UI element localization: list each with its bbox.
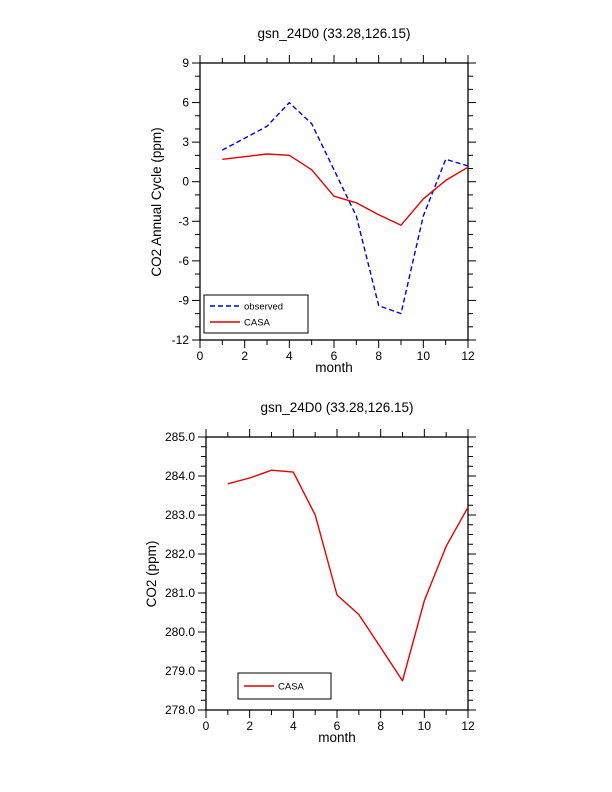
y-tick-label: -9 (178, 293, 189, 307)
y-tick-label: -12 (172, 333, 190, 347)
chart-2: 0 2 4 6 8 10 12 278.0 279.0 280.0 281.0 282.0 283.0 2… (165, 429, 476, 733)
x-tick-label: 12 (461, 719, 475, 733)
plot-frame (205, 436, 469, 711)
x-tick-label: 0 (203, 719, 210, 733)
y-tick-label: 283.0 (165, 508, 195, 522)
y-tick-label: -3 (178, 214, 189, 228)
x-tick-label: 2 (246, 719, 253, 733)
legend-label: CASA (244, 318, 271, 329)
chart1-x-axis-label: month (315, 360, 353, 375)
x-tick-label: 2 (241, 349, 248, 363)
x-tick-label: 8 (377, 719, 384, 733)
x-tick-label: 8 (375, 349, 382, 363)
y-tick-label: 280.0 (165, 625, 195, 639)
x-tick-label: 6 (331, 349, 338, 363)
y-tick-label: -6 (178, 254, 189, 268)
chart1-title: gsn_24D0 (33.28,126.15) (257, 26, 411, 41)
series-line-observed (221, 101, 469, 315)
legend-box (203, 294, 309, 334)
y-tick-label: 282.0 (165, 547, 195, 561)
plot-frame (199, 62, 469, 341)
x-tick-label: 12 (461, 349, 475, 363)
y-tick-label: 279.0 (165, 664, 195, 678)
chart2-y-axis-label: CO2 (ppm) (144, 540, 159, 608)
y-tick-label: 284.0 (165, 469, 195, 483)
chart2-x-axis-label: month (318, 730, 356, 745)
legend-label: CASA (278, 682, 305, 693)
series-line-casa (222, 153, 469, 226)
y-tick-label: 3 (182, 135, 189, 149)
y-tick-label: 285.0 (165, 430, 195, 444)
legend-box (237, 672, 332, 700)
series-line-casa (227, 469, 469, 682)
x-tick-label: 10 (418, 719, 432, 733)
y-tick-label: 9 (182, 56, 189, 70)
chart2-title: gsn_24D0 (33.28,126.15) (260, 400, 414, 415)
x-tick-label: 4 (286, 349, 293, 363)
x-tick-label: 4 (290, 719, 297, 733)
chart1-y-axis-label: CO2 Annual Cycle (ppm) (149, 127, 164, 277)
x-tick-label: 6 (334, 719, 341, 733)
x-tick-label: 0 (197, 349, 204, 363)
x-tick-label: 10 (417, 349, 431, 363)
chart-1: 0 2 4 6 8 10 12 -12 -9 -6 -3 0 3 6 9 observed CASA (172, 55, 476, 363)
y-tick-label: 281.0 (165, 586, 195, 600)
y-tick-label: 0 (182, 175, 189, 189)
y-tick-label: 6 (182, 96, 189, 110)
legend-label: observed (244, 302, 283, 313)
y-tick-label: 278.0 (165, 703, 195, 717)
